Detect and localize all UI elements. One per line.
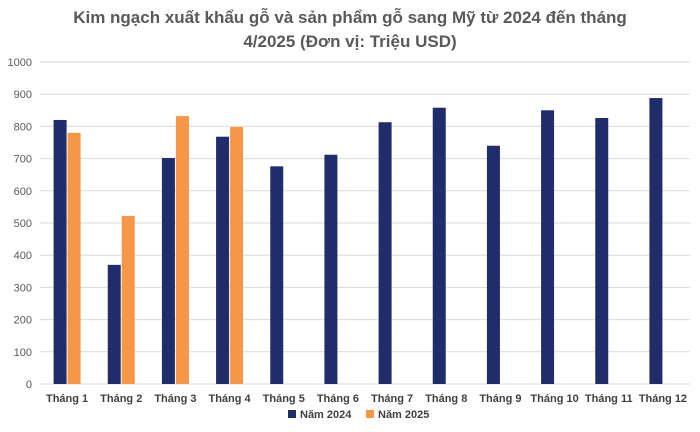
- x-tick-label-4: Tháng 4: [208, 393, 251, 405]
- bar-2024-8: [432, 107, 446, 384]
- legend-swatch-2025: [366, 410, 374, 418]
- x-tick-label-3: Tháng 3: [154, 393, 196, 405]
- y-tick-label-400: 400: [14, 250, 32, 262]
- x-tick-label-6: Tháng 6: [317, 393, 359, 405]
- x-tick-label-7: Tháng 7: [371, 393, 413, 405]
- y-tick-label-700: 700: [14, 154, 32, 166]
- bar-2024-3: [161, 157, 175, 384]
- y-tick-label-500: 500: [14, 218, 32, 230]
- y-tick-label-800: 800: [14, 121, 32, 133]
- x-tick-label-10: Tháng 10: [530, 393, 578, 405]
- x-tick-label-12: Tháng 12: [639, 393, 687, 405]
- x-tick-label-8: Tháng 8: [425, 393, 467, 405]
- legend-label-2024: Năm 2024: [300, 409, 352, 421]
- x-tick-label-11: Tháng 11: [585, 393, 633, 405]
- bar-2024-11: [595, 118, 609, 384]
- x-tick-label-1: Tháng 1: [46, 393, 88, 405]
- y-tick-label-600: 600: [14, 186, 32, 198]
- bar-2024-10: [541, 110, 555, 385]
- x-tick-label-5: Tháng 5: [263, 393, 305, 405]
- chart-title: Kim ngạch xuất khẩu gỗ và sản phẩm gỗ sa…: [0, 6, 700, 54]
- bar-2024-9: [486, 145, 500, 384]
- chart-title-line-1: Kim ngạch xuất khẩu gỗ và sản phẩm gỗ sa…: [73, 8, 627, 27]
- legend-swatch-2024: [288, 410, 296, 418]
- y-tick-label-200: 200: [14, 315, 32, 327]
- y-tick-label-300: 300: [14, 282, 32, 294]
- x-tick-label-2: Tháng 2: [100, 393, 142, 405]
- bar-2025-1: [67, 132, 81, 384]
- bar-2024-4: [216, 136, 230, 384]
- y-tick-label-1000: 1000: [8, 57, 32, 69]
- bar-2025-3: [175, 116, 189, 384]
- bar-2024-6: [324, 154, 338, 384]
- legend-label-2025: Năm 2025: [378, 409, 429, 421]
- bar-2025-4: [230, 127, 244, 384]
- bar-2024-2: [107, 264, 121, 384]
- y-tick-label-0: 0: [26, 379, 32, 391]
- bar-2025-2: [121, 215, 135, 384]
- x-tick-label-9: Tháng 9: [479, 393, 521, 405]
- bar-2024-7: [378, 122, 392, 385]
- y-tick-label-100: 100: [14, 347, 32, 359]
- bar-2024-1: [53, 119, 67, 385]
- bar-2024-12: [649, 98, 663, 385]
- y-tick-label-900: 900: [14, 89, 32, 101]
- chart-title-line-2: 4/2025 (Đơn vị: Triệu USD): [243, 32, 457, 51]
- bar-2024-5: [270, 166, 284, 384]
